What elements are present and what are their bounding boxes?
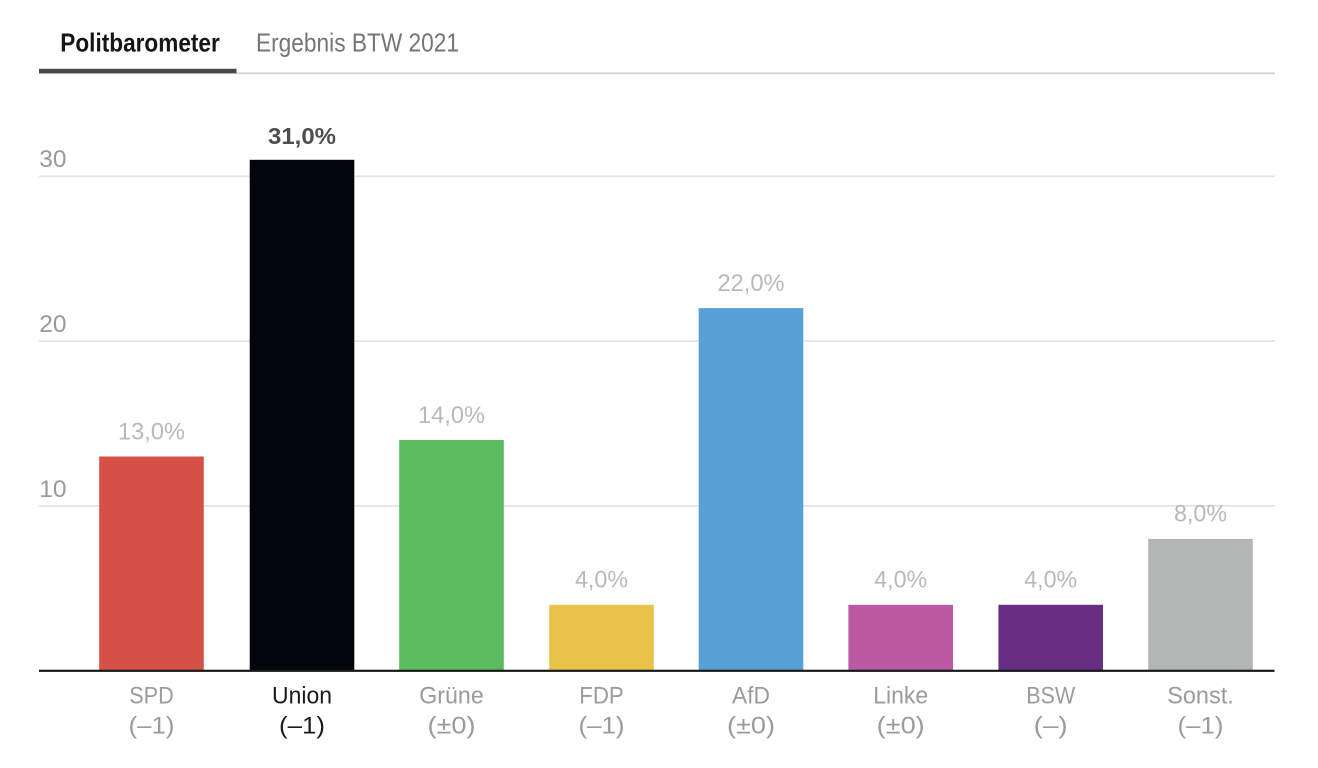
svg-text:(–1): (–1) — [279, 713, 325, 740]
svg-text:20: 20 — [39, 311, 66, 338]
svg-text:SPD: SPD — [129, 683, 174, 710]
svg-text:AfD: AfD — [732, 683, 770, 710]
svg-text:10: 10 — [39, 476, 66, 503]
svg-text:(–1): (–1) — [1178, 713, 1224, 740]
svg-text:(–1): (–1) — [579, 713, 625, 740]
svg-text:30: 30 — [39, 146, 66, 173]
svg-text:Politbarometer: Politbarometer — [60, 28, 220, 58]
svg-text:31,0%: 31,0% — [268, 123, 336, 149]
svg-text:4,0%: 4,0% — [874, 567, 927, 594]
svg-text:4,0%: 4,0% — [575, 567, 628, 594]
svg-text:(±0): (±0) — [727, 713, 775, 740]
svg-text:Sonst.: Sonst. — [1167, 683, 1234, 710]
svg-text:4,0%: 4,0% — [1024, 567, 1077, 594]
svg-text:Ergebnis BTW 2021: Ergebnis BTW 2021 — [256, 28, 459, 58]
svg-text:22,0%: 22,0% — [718, 270, 785, 297]
svg-text:FDP: FDP — [579, 683, 624, 710]
svg-text:Grüne: Grüne — [419, 683, 484, 710]
svg-text:(–1): (–1) — [129, 713, 175, 740]
svg-text:8,0%: 8,0% — [1174, 501, 1227, 528]
svg-text:13,0%: 13,0% — [118, 418, 185, 445]
svg-text:(±0): (±0) — [877, 713, 925, 740]
svg-text:Linke: Linke — [873, 683, 928, 710]
svg-text:14,0%: 14,0% — [418, 402, 485, 429]
svg-text:(±0): (±0) — [428, 713, 476, 740]
svg-text:(–): (–) — [1034, 713, 1068, 740]
svg-text:BSW: BSW — [1026, 683, 1075, 710]
svg-text:Union: Union — [272, 683, 332, 710]
